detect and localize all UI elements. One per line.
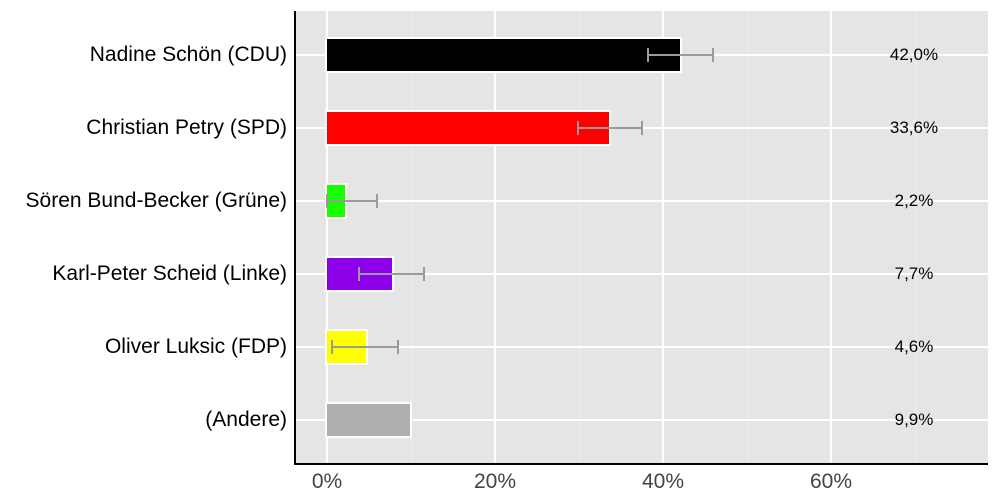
minor-gridline — [411, 11, 412, 463]
x-tick-label: 60% — [809, 470, 853, 493]
error-bar-cap — [641, 121, 643, 135]
error-bar — [327, 200, 377, 202]
major-gridline — [326, 11, 328, 463]
error-bar-cap — [331, 340, 334, 354]
error-bar-cap — [646, 48, 649, 62]
category-label: (Andere) — [205, 408, 287, 431]
minor-gridline — [915, 11, 916, 463]
value-label: 42,0% — [889, 45, 939, 64]
bar-0 — [325, 37, 682, 73]
major-gridline — [830, 11, 832, 463]
row-gridline — [296, 200, 988, 202]
y-axis-line — [294, 11, 296, 465]
category-label: Christian Petry (SPD) — [86, 116, 287, 139]
category-label: Nadine Schön (CDU) — [89, 43, 287, 66]
row-gridline — [296, 419, 988, 421]
error-bar — [332, 346, 398, 348]
error-bar — [578, 127, 642, 129]
category-label: Oliver Luksic (FDP) — [104, 335, 287, 358]
major-gridline — [494, 11, 496, 463]
error-bar-cap — [375, 194, 378, 208]
value-label: 9,9% — [894, 410, 934, 429]
error-bar — [358, 273, 424, 275]
bar-5 — [325, 402, 413, 438]
row-gridline — [296, 346, 988, 348]
value-label: 33,6% — [889, 118, 939, 137]
error-bar-cap — [577, 121, 580, 135]
category-label: Sören Bund-Becker (Grüne) — [25, 189, 287, 212]
error-bar-cap — [396, 340, 399, 354]
error-bar-cap — [712, 48, 715, 62]
error-bar-cap — [422, 267, 425, 281]
x-tick-label: 20% — [473, 470, 517, 493]
x-tick-label: 0% — [311, 470, 343, 493]
value-label: 4,6% — [894, 337, 934, 356]
plot-panel — [296, 11, 988, 463]
minor-gridline — [747, 11, 748, 463]
major-gridline — [662, 11, 664, 463]
x-tick-label: 40% — [641, 470, 685, 493]
x-axis-line — [294, 463, 988, 465]
row-gridline — [296, 273, 988, 275]
minor-gridline — [579, 11, 580, 463]
bar-1 — [325, 110, 612, 146]
value-label: 7,7% — [894, 264, 934, 283]
error-bar-cap — [326, 194, 328, 208]
category-label: Karl-Peter Scheid (Linke) — [52, 262, 287, 285]
error-bar — [647, 54, 714, 56]
error-bar-cap — [357, 267, 360, 281]
value-label: 2,2% — [894, 191, 934, 210]
